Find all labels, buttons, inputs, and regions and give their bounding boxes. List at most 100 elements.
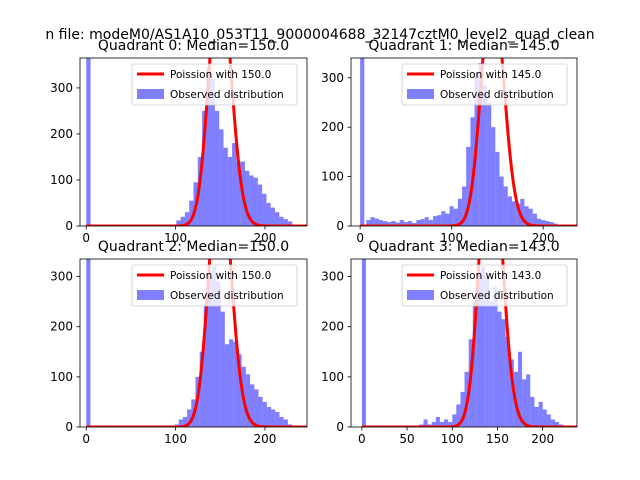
x-tick-label: 100 <box>164 231 187 245</box>
histogram-bar <box>441 211 446 226</box>
histogram-bar <box>420 219 425 226</box>
subplot-title: Quadrant 0: Median=150.0 <box>98 38 289 54</box>
y-tick-label: 300 <box>50 270 73 284</box>
y-tick-label: 100 <box>50 173 73 187</box>
histogram-bar <box>456 404 461 427</box>
histogram-bar <box>178 419 183 427</box>
y-tick-label: 0 <box>336 219 344 233</box>
histogram-bar <box>245 374 251 427</box>
legend-label: Poission with 143.0 <box>440 270 541 282</box>
histogram-bar <box>229 339 234 427</box>
histogram-bar <box>370 217 375 226</box>
histogram-bar <box>262 193 267 226</box>
histogram-bar <box>476 271 482 427</box>
histogram-bar <box>507 196 512 226</box>
legend-label: Poission with 150.0 <box>170 270 271 282</box>
histogram-bar <box>428 220 433 226</box>
legend-patch-swatch <box>407 89 434 99</box>
histogram-bar <box>244 170 250 226</box>
histogram-bar <box>212 266 217 427</box>
histogram-bar <box>232 143 237 226</box>
y-tick-label: 100 <box>50 370 73 384</box>
histogram-bar <box>214 110 220 226</box>
x-tick-label: 100 <box>440 231 463 245</box>
x-tick-label: 200 <box>532 231 555 245</box>
legend-frame <box>131 63 298 106</box>
histogram-bar <box>86 58 91 226</box>
x-tick-label: 150 <box>486 432 509 446</box>
histogram-bar <box>279 416 284 427</box>
legend: Poission with 150.0 Observed distribution <box>131 264 298 307</box>
plot-area <box>85 259 307 427</box>
histogram-bar <box>460 391 465 427</box>
subplot-quadrant-2: 0 100 200 0 100 200 300 Poission with 150.0 Obse… <box>50 239 308 446</box>
legend-frame <box>401 63 568 106</box>
histogram-bar <box>452 414 457 427</box>
histogram-bar <box>423 419 428 427</box>
subplot-quadrant-1: 0 100 200 0 100 200 300 Poission with 145.0 Obse… <box>321 38 578 245</box>
histogram-bar <box>457 198 463 226</box>
histogram-bar <box>403 222 408 226</box>
histogram-bar <box>545 221 550 226</box>
histogram-bar <box>408 221 413 226</box>
histogram-bar <box>203 304 209 427</box>
histogram-bar <box>509 359 514 427</box>
histogram-bar <box>517 351 523 427</box>
figure-suptitle: n file: modeM0/AS1A10_053T11_9000004688_… <box>45 27 594 43</box>
histogram-bar <box>532 213 537 226</box>
histogram-bar <box>437 215 442 226</box>
histogram-bar <box>271 409 276 427</box>
histogram-bar <box>549 222 554 226</box>
histogram-bar <box>387 222 392 226</box>
histogram-bar <box>266 406 272 427</box>
histogram-bar <box>249 175 254 226</box>
y-tick-label: 100 <box>321 370 344 384</box>
histogram-bar <box>258 396 263 427</box>
histogram-bar <box>485 276 490 427</box>
y-tick-label: 0 <box>336 420 344 434</box>
histogram-bar <box>524 206 529 226</box>
histogram-bar <box>366 220 371 226</box>
histogram-bar <box>505 336 510 427</box>
histogram-bar <box>538 401 543 427</box>
legend: Poission with 143.0 Observed distribution <box>401 264 568 307</box>
histogram-bar <box>472 301 477 427</box>
histogram-bar <box>253 177 258 226</box>
legend-frame <box>401 264 568 307</box>
histogram-bar <box>220 311 225 427</box>
histogram-bar <box>182 416 188 427</box>
histogram-bar <box>432 216 438 226</box>
histogram-bar <box>449 206 454 226</box>
x-tick-label: 50 <box>399 432 414 446</box>
histogram-bar <box>233 341 238 427</box>
histogram-bar <box>206 67 211 226</box>
histogram-bar <box>216 281 221 427</box>
histogram-bar <box>478 62 483 226</box>
histogram-bar <box>462 186 467 226</box>
histogram-bar <box>262 401 267 427</box>
histogram-bar <box>481 266 486 427</box>
histogram-bar <box>448 421 453 427</box>
x-tick-label: 200 <box>254 231 277 245</box>
axes-frame <box>79 258 308 428</box>
y-tick-label: 300 <box>50 81 73 95</box>
histogram-bar <box>279 216 284 226</box>
histogram-bar <box>516 203 521 226</box>
histogram-bar <box>236 161 241 226</box>
plot-area <box>361 259 577 427</box>
histogram-bar <box>270 207 276 226</box>
axes-frame <box>79 57 308 227</box>
legend-frame <box>131 264 298 307</box>
histogram-bar <box>360 58 365 226</box>
histogram-bar <box>554 421 560 427</box>
histogram-bar <box>497 311 502 427</box>
histogram-bar <box>495 151 500 226</box>
y-tick-label: 300 <box>321 71 344 85</box>
histogram-bar <box>511 201 517 226</box>
legend-label: Observed distribution <box>440 290 554 302</box>
legend: Poission with 150.0 Observed distribution <box>131 63 298 106</box>
y-tick-label: 0 <box>65 420 73 434</box>
histogram-bar <box>86 259 91 427</box>
histogram-bar <box>466 146 471 226</box>
histogram-bar <box>374 218 379 226</box>
